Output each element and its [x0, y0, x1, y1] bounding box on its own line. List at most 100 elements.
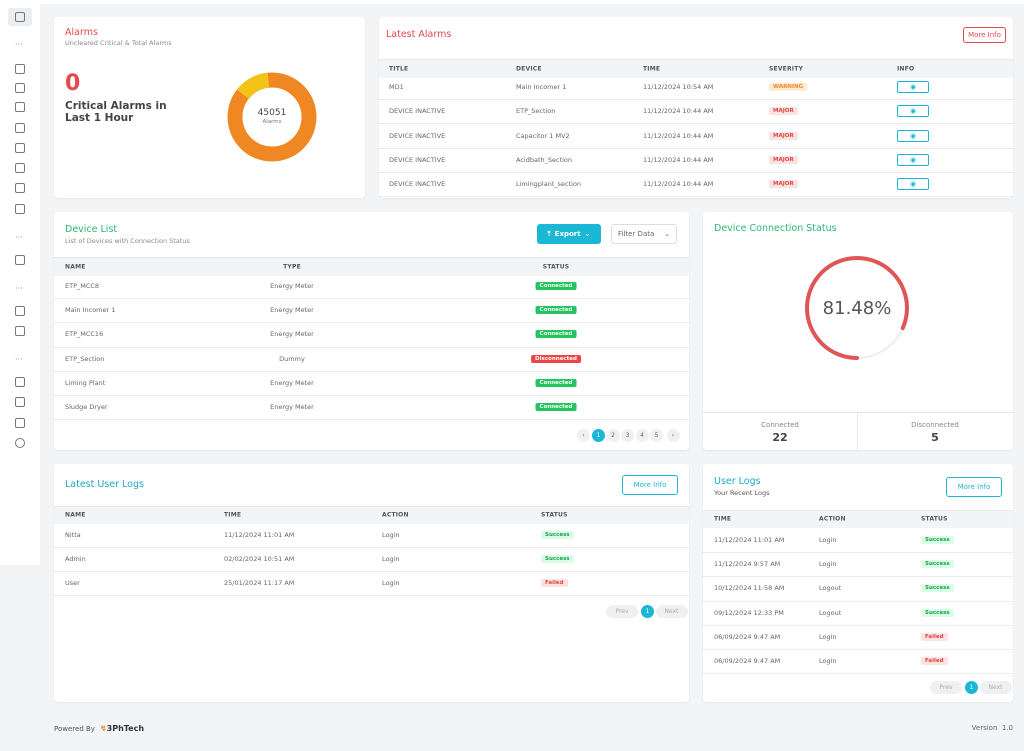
- table-cell: 11/12/2024 11:01 AM: [224, 531, 295, 539]
- status-badge: Connected: [535, 306, 577, 315]
- nav-icon[interactable]: [15, 123, 25, 133]
- table-cell: DEVICE INACTIVE: [389, 107, 446, 116]
- top-bar: [40, 0, 1024, 4]
- column-header: TIME: [224, 511, 242, 519]
- nav-icon[interactable]: [15, 83, 25, 93]
- info-button[interactable]: ◉: [897, 153, 929, 166]
- gauge: [805, 256, 909, 360]
- column-header: STATUS: [542, 263, 570, 270]
- status-badge: MAJOR: [769, 155, 798, 164]
- table-cell: ETP_Section: [516, 107, 556, 116]
- table-cell: Login: [382, 531, 400, 539]
- info-button[interactable]: ◉: [897, 129, 929, 142]
- more-info-button[interactable]: More Info: [946, 477, 1002, 497]
- home-icon[interactable]: [8, 8, 32, 26]
- export-button[interactable]: ⤒ Export ⌄: [537, 224, 601, 244]
- status-badge: Success: [921, 584, 954, 593]
- filter-select[interactable]: Filter Data ⌄: [611, 224, 677, 244]
- column-header: TYPE: [283, 263, 301, 270]
- table-cell: Logout: [819, 584, 842, 593]
- nav-icon[interactable]: [15, 64, 25, 74]
- table-cell: Energy Meter: [270, 378, 314, 387]
- info-button[interactable]: ◉: [897, 81, 929, 93]
- table-cell: ETP_MCC8: [65, 282, 100, 290]
- row-divider: [703, 648, 1013, 650]
- version-label: Version: [971, 724, 998, 732]
- table-cell: Energy Meter: [270, 282, 314, 290]
- page-button[interactable]: 5: [650, 429, 663, 442]
- prev-arrow[interactable]: ‹: [577, 429, 590, 442]
- row-divider: [703, 673, 1013, 675]
- table-header: [54, 257, 689, 276]
- table-cell: Login: [382, 578, 400, 587]
- table-cell: Energy Meter: [270, 330, 314, 339]
- page-button[interactable]: 4: [635, 429, 649, 442]
- next-button[interactable]: Next: [655, 605, 688, 618]
- card-title: Device List: [65, 224, 118, 235]
- nav-icon[interactable]: [15, 12, 25, 22]
- nav-icon[interactable]: [15, 418, 25, 428]
- brand: ↯3PhTech: [99, 724, 145, 733]
- status-badge: Disconnected: [531, 354, 581, 363]
- device-list-card: Device List List of Devices with Connect…: [54, 212, 689, 450]
- nav-icon[interactable]: [15, 204, 25, 214]
- status-badge: Connected: [535, 330, 577, 339]
- nav-icon[interactable]: [15, 183, 25, 193]
- table-header: [54, 506, 689, 524]
- row-divider: [54, 370, 689, 372]
- status-badge: Success: [541, 554, 574, 563]
- gauge-label: 81.48%: [822, 298, 892, 319]
- table-cell: DEVICE INACTIVE: [389, 180, 446, 189]
- status-badge: Success: [921, 560, 954, 569]
- nav-icon[interactable]: [15, 306, 25, 316]
- column-header: NAME: [65, 511, 86, 519]
- status-badge: Connected: [535, 378, 577, 387]
- info-button[interactable]: ◉: [897, 105, 929, 118]
- nav-icon[interactable]: [15, 326, 25, 336]
- nav-icon[interactable]: [15, 163, 25, 173]
- card-title: Device Connection Status: [714, 223, 837, 234]
- nav-icon[interactable]: [15, 102, 25, 112]
- page-button[interactable]: 1: [965, 681, 978, 694]
- page-button[interactable]: 1: [641, 605, 654, 618]
- next-arrow[interactable]: ›: [666, 429, 680, 442]
- page-button[interactable]: 3: [621, 429, 634, 442]
- prev-button[interactable]: Prev: [930, 681, 962, 694]
- row-divider: [54, 419, 689, 421]
- nav-icon[interactable]: [15, 438, 25, 448]
- footer: Powered By ↯3PhTech: [54, 724, 144, 733]
- page-button[interactable]: 2: [606, 429, 620, 442]
- column-header: TIME: [714, 515, 732, 523]
- nav-icon[interactable]: [15, 143, 25, 153]
- row-divider: [54, 546, 689, 548]
- next-button[interactable]: Next: [979, 681, 1012, 694]
- status-badge: Failed: [921, 657, 948, 665]
- table-cell: Acidbath_Section: [516, 155, 573, 164]
- status-badge: Success: [921, 536, 954, 544]
- table-cell: Limingplant_section: [516, 180, 582, 189]
- nav-icon[interactable]: [15, 397, 25, 407]
- nav-icon[interactable]: [15, 255, 25, 265]
- column-header: NAME: [65, 263, 86, 270]
- table-header: [379, 59, 1013, 78]
- table-cell: Login: [819, 560, 837, 569]
- page-button[interactable]: 1: [592, 429, 605, 442]
- table-cell: Sludge Dryer: [65, 403, 108, 411]
- nav-icon[interactable]: [15, 377, 25, 387]
- donut-total-label: Alarms: [262, 119, 282, 125]
- prev-button[interactable]: Prev: [606, 605, 638, 618]
- table-cell: 25/01/2024 11:17 AM: [224, 578, 295, 587]
- more-info-button[interactable]: More Info: [622, 475, 678, 495]
- column-header: DEVICE: [516, 65, 542, 72]
- column-header: ACTION: [382, 511, 409, 519]
- info-button[interactable]: ◉: [897, 178, 929, 191]
- status-badge: WARNING: [769, 83, 808, 91]
- more-info-button[interactable]: More Info: [963, 27, 1006, 43]
- column-header: ACTION: [819, 515, 846, 523]
- row-divider: [54, 570, 689, 572]
- table-cell: 09/12/2024 12:33 PM: [714, 608, 784, 617]
- table-cell: Energy Meter: [270, 306, 314, 315]
- brand-name: 3PhTech: [106, 724, 145, 733]
- card-title: Latest User Logs: [65, 479, 144, 490]
